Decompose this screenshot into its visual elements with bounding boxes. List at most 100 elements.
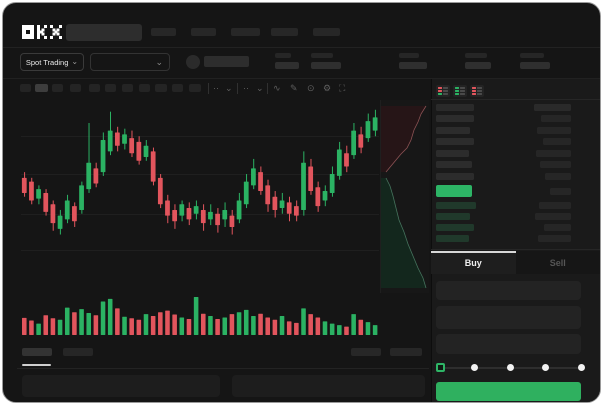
nav-item-2[interactable] [231,28,260,36]
camera-icon[interactable]: ⊙ [307,83,315,93]
chart-gridline [21,249,379,251]
ask-amount-5 [545,173,571,180]
ask-price-5 [436,173,474,180]
ticker-stat-value-1 [311,62,341,69]
interval-button-5[interactable] [105,84,116,92]
amount-slider-handle[interactable] [436,363,445,372]
order-input-1[interactable] [436,306,581,329]
interval-button-6[interactable] [122,84,133,92]
search-input[interactable] [66,24,142,41]
ask-price-0 [436,115,474,122]
orders-action-1[interactable] [390,348,422,356]
tab-sell[interactable]: Sell [515,251,600,274]
interval-button-0[interactable] [20,84,31,92]
order-input-2[interactable] [436,334,581,354]
line-style-icon[interactable]: ∿ [273,83,281,93]
interval-button-3[interactable] [70,84,81,92]
nav-item-0[interactable] [151,28,176,36]
okx-logo [22,25,62,39]
ticker-stat-value-4 [520,62,550,69]
ask-price-1 [436,126,470,134]
ticker-stat-label-3 [465,53,487,58]
last-price-badge [436,185,472,197]
tab-buy[interactable]: Buy [431,251,516,274]
ask-amount-3 [536,149,571,157]
slider-stop-3[interactable] [541,364,549,371]
settings-icon[interactable]: ⚙ [323,83,332,93]
volume-chart[interactable] [21,297,379,335]
ask-price-2 [436,138,474,146]
book-both-icon[interactable] [436,85,450,97]
interval-button-7[interactable] [139,84,150,92]
slider-stop-1[interactable] [470,364,478,371]
orders-panel-0 [22,375,220,397]
nav-item-1[interactable] [191,28,216,36]
ask-price-4 [436,161,472,169]
bid-amount-3 [538,235,571,243]
bid-price-3 [436,235,469,243]
bid-amount-0 [539,201,571,209]
pair-selector-dropdown[interactable]: ⌄ [90,53,170,71]
header-divider [3,47,600,48]
nav-item-4[interactable] [313,28,340,36]
chart-gridline [21,136,379,138]
layout-label-icon[interactable]: ·· [243,83,249,93]
order-input-0[interactable] [436,281,581,300]
draw-icon[interactable]: ✎ [290,83,298,93]
bid-amount-1 [535,212,571,220]
orders-tab-1[interactable] [63,348,93,356]
ticker-stat-label-2 [399,53,419,58]
orders-action-0[interactable] [351,348,381,356]
submit-buy-button[interactable] [436,382,581,401]
orderbook-header-amount [534,104,571,111]
fullscreen-icon[interactable]: ⛶ [339,83,346,93]
toolbar-separator [267,83,268,94]
ticker-stat-value-0 [275,62,299,69]
orders-tab-0[interactable] [22,348,52,356]
chevron-down-icon[interactable]: ⌄ [256,83,264,93]
chevron-down-icon: ⌄ [71,57,79,66]
chart-gridline [21,174,379,176]
interval-button-10[interactable] [189,84,201,92]
slider-stop-2[interactable] [506,364,514,371]
interval-button-4[interactable] [89,84,100,92]
interval-button-9[interactable] [172,84,183,92]
interval-button-8[interactable] [155,84,167,92]
orderbook-divider-top [431,99,600,100]
slider-stop-4[interactable] [577,364,585,371]
chevron-down-icon: ⌄ [155,56,163,67]
bid-price-0 [436,201,476,209]
market-type-dropdown[interactable]: Spot Trading ⌄ [20,53,84,71]
chart-gridline [21,213,379,215]
book-bids-icon[interactable] [453,85,467,97]
nav-item-3[interactable] [271,28,298,36]
bottom-divider [17,368,429,369]
ask-amount-4 [540,161,571,169]
ticker-stat-value-3 [465,62,491,69]
ticker-divider [3,78,600,79]
orderbook-divider-bottom [431,249,600,250]
interval-button-2[interactable] [52,84,63,92]
interval-button-1[interactable] [35,84,48,92]
pair-price-placeholder [204,56,249,67]
bid-price-2 [436,224,474,232]
ask-amount-0 [541,115,571,122]
orderbook-header-price [436,104,474,111]
ticker-stat-label-0 [275,53,291,58]
orders-panel-1 [232,375,425,397]
toolbar-separator [237,83,238,94]
candlestick-chart[interactable] [21,106,379,295]
top-nav [3,3,600,47]
toolbar-separator [208,83,209,94]
ticker-stat-label-1 [311,53,333,58]
ticker-stat-label-4 [520,53,544,58]
active-tab-underline [22,364,51,366]
depth-chart[interactable] [380,100,429,293]
chevron-down-icon[interactable]: ⌄ [225,83,233,93]
coin-icon [186,55,200,69]
book-asks-icon[interactable] [470,85,484,97]
ask-price-3 [436,149,469,157]
indicator-label-icon[interactable]: ·· [213,83,219,93]
ticker-stat-value-2 [399,62,427,69]
